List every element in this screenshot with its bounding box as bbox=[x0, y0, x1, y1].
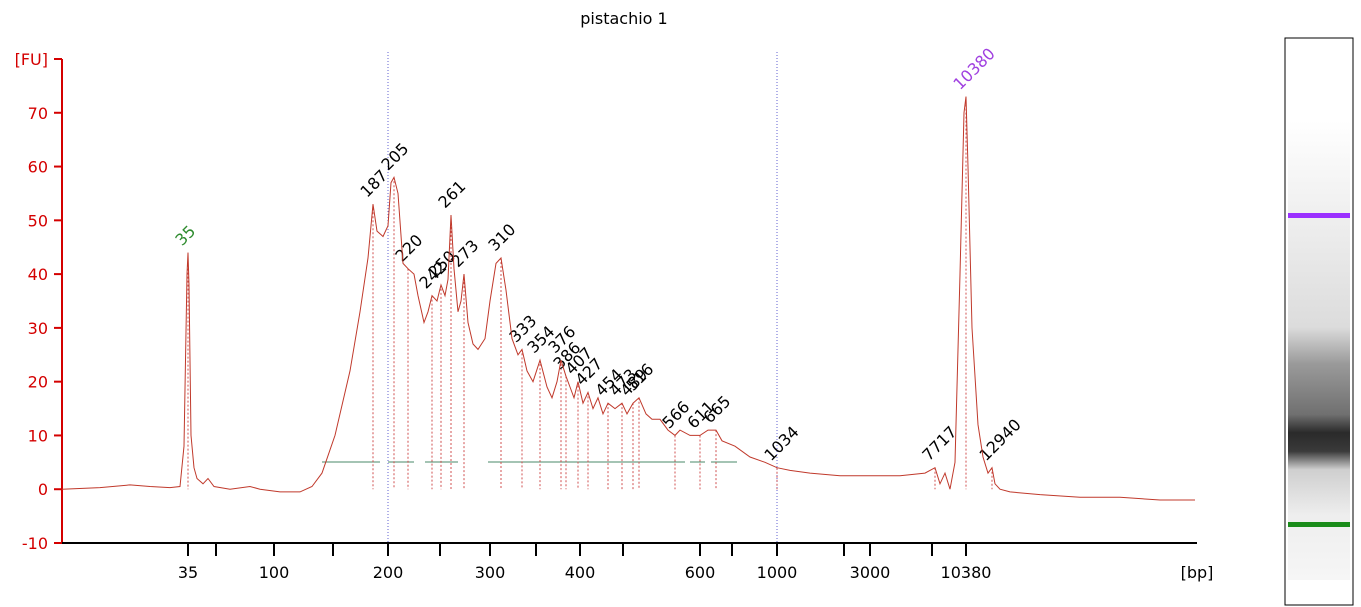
peak-label: 220 bbox=[391, 231, 426, 266]
x-tick-label: 600 bbox=[685, 563, 716, 582]
peak-label: 7717 bbox=[918, 422, 960, 464]
x-tick-label: 100 bbox=[259, 563, 290, 582]
gel-smear bbox=[1288, 120, 1350, 580]
y-axis-label: [FU] bbox=[15, 50, 48, 69]
y-tick-label: 0 bbox=[38, 480, 48, 499]
x-tick-label: 300 bbox=[475, 563, 506, 582]
peak-label: 187 bbox=[356, 166, 391, 201]
y-tick-label: 50 bbox=[28, 211, 48, 230]
x-tick-label: 10380 bbox=[941, 563, 992, 582]
x-tick-label: 400 bbox=[565, 563, 596, 582]
x-axis-label: [bp] bbox=[1181, 563, 1214, 582]
trace bbox=[61, 96, 1195, 501]
x-tick-label: 1000 bbox=[757, 563, 798, 582]
y-tick-label: 60 bbox=[28, 158, 48, 177]
x-tick-label: 35 bbox=[178, 563, 198, 582]
y-tick-label: 20 bbox=[28, 373, 48, 392]
y-tick-label: -10 bbox=[22, 534, 48, 553]
gel-lower-marker bbox=[1288, 522, 1350, 527]
chart-title: pistachio 1 bbox=[580, 9, 667, 28]
peak-label: 35 bbox=[171, 222, 199, 250]
peak-label: 10380 bbox=[949, 44, 998, 93]
gel-upper-marker bbox=[1288, 213, 1350, 218]
gel-lane bbox=[1284, 37, 1354, 606]
y-tick-label: 70 bbox=[28, 104, 48, 123]
peak-label: 310 bbox=[484, 220, 519, 255]
x-tick-label: 3000 bbox=[850, 563, 891, 582]
x-tick-label: 200 bbox=[373, 563, 404, 582]
peak-label: 1034 bbox=[760, 422, 802, 464]
peak-label: 205 bbox=[377, 139, 412, 174]
peak-label: 261 bbox=[434, 177, 469, 212]
y-tick-label: 10 bbox=[28, 426, 48, 445]
y-tick-label: 30 bbox=[28, 319, 48, 338]
y-tick-label: 40 bbox=[28, 265, 48, 284]
